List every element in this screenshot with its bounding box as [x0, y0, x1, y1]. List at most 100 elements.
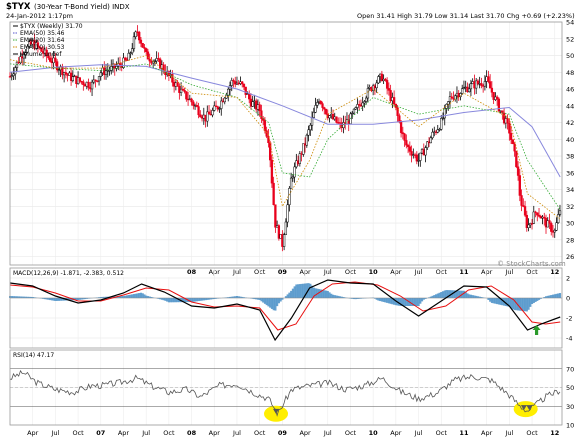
price-candle-body: [476, 80, 480, 84]
macd-histogram-bar: [54, 298, 57, 301]
price-candle-body: [274, 204, 277, 228]
rsi-x-tick-label: 08: [187, 429, 197, 437]
macd-histogram-bar: [145, 295, 148, 298]
macd-histogram-bar: [57, 298, 60, 301]
macd-histogram-bar: [118, 296, 122, 298]
macd-histogram-bar: [29, 296, 33, 298]
price-candle-body: [195, 105, 198, 107]
price-candle-body: [179, 88, 183, 93]
price-tick-label: 46: [566, 86, 574, 94]
price-tick-label: 34: [566, 186, 574, 194]
price-tick-label: 40: [566, 136, 574, 144]
price-candle-body: [272, 182, 275, 205]
macd-histogram-bar: [45, 298, 48, 300]
macd-histogram-bar: [359, 298, 363, 299]
price-candle-body: [192, 101, 195, 106]
macd-histogram-bar: [43, 298, 47, 300]
macd-histogram-bar: [237, 296, 240, 298]
macd-histogram-bar: [136, 293, 139, 298]
price-candle-body: [361, 102, 364, 107]
rsi-x-tick-label: 11: [459, 429, 469, 437]
macd-histogram-bar: [10, 296, 13, 298]
macd-histogram-bar: [546, 295, 549, 298]
macd-histogram-bar: [120, 296, 123, 298]
price-candle-body: [406, 144, 410, 148]
macd-histogram-bar: [26, 296, 29, 298]
macd-histogram-bar: [279, 298, 282, 302]
macd-histogram-bar: [291, 288, 294, 298]
price-candle-body: [483, 81, 487, 87]
macd-histogram-bar: [33, 297, 36, 298]
macd-histogram-bar: [445, 290, 448, 298]
price-candle-body: [399, 121, 403, 133]
macd-histogram-bar: [433, 295, 436, 298]
macd-histogram-bar: [132, 294, 136, 298]
macd-histogram-bar: [421, 298, 424, 302]
price-candle-body: [115, 66, 118, 69]
macd-histogram-bar: [436, 293, 439, 298]
macd-histogram-bar: [176, 298, 179, 303]
price-candle-body: [78, 77, 81, 82]
macd-histogram-bar: [305, 283, 308, 298]
macd-histogram-bar: [204, 298, 207, 301]
price-candle-body: [468, 88, 471, 93]
rsi-x-tick-label: Apr: [118, 429, 130, 437]
macd-histogram-bar: [459, 290, 462, 298]
macd-histogram-bar: [480, 297, 483, 298]
macd-histogram-bar: [99, 297, 102, 298]
price-candle-body: [99, 72, 102, 77]
macd-histogram-bar: [146, 296, 150, 298]
price-tick-label: 32: [566, 203, 574, 211]
macd-histogram-bar: [476, 296, 480, 298]
macd-histogram-bar: [358, 298, 361, 299]
macd-histogram-bar: [141, 293, 144, 298]
macd-histogram-bar: [286, 294, 289, 298]
price-candle-body: [532, 211, 535, 224]
macd-histogram-bar: [253, 298, 256, 300]
rsi-x-tick-label: Oct: [526, 429, 538, 437]
macd-histogram-bar: [59, 298, 62, 301]
price-candle-body: [543, 216, 546, 219]
macd-histogram-bar: [435, 294, 438, 298]
macd-histogram-bar: [269, 298, 272, 308]
price-candle-body: [426, 141, 429, 148]
price-candle-body: [487, 76, 490, 82]
macd-legend: MACD(12,26,9) -1.871, -2.383, 0.512: [13, 270, 124, 277]
price-frame: [9, 21, 563, 266]
macd-histogram-bar: [482, 297, 485, 298]
rsi-tick-label: 50: [566, 384, 574, 392]
macd-histogram-bar: [545, 296, 548, 298]
macd-histogram-bar: [520, 298, 523, 311]
macd-histogram-bar: [506, 298, 509, 307]
macd-histogram-bar: [122, 296, 125, 298]
macd-histogram-bar: [78, 298, 81, 300]
macd-histogram-bar: [24, 296, 27, 298]
macd-panel: 2 0 -2 -4 MACD(12,26,9) -1.871, -2.383, 0.51…: [9, 267, 572, 349]
macd-tick-label: -4: [566, 335, 572, 343]
price-candle-body: [436, 129, 439, 133]
macd-histogram-bar: [242, 297, 246, 298]
rsi-x-tick-label: Jul: [504, 429, 513, 437]
macd-histogram-bar: [206, 298, 209, 300]
macd-histogram-bar: [143, 294, 146, 298]
ema50-line: [9, 64, 561, 178]
price-candle-body: [408, 146, 411, 152]
macd-histogram-bar: [49, 298, 52, 301]
price-tick-label: 44: [566, 102, 574, 110]
rsi-x-tick-label: Apr: [299, 429, 311, 437]
price-candle-body: [241, 81, 244, 85]
rsi-x-tick-label: Apr: [481, 429, 493, 437]
price-candle-body: [527, 224, 530, 228]
macd-histogram-bar: [190, 298, 193, 302]
macd-histogram-bar: [199, 298, 202, 301]
price-candle-body: [10, 75, 13, 77]
price-candle-body: [282, 234, 286, 247]
macd-frame: [9, 267, 563, 349]
rsi-x-tick-label: Jul: [414, 429, 423, 437]
price-candle-body: [459, 93, 462, 98]
macd-histogram-bar: [152, 297, 155, 298]
price-candle-body: [155, 58, 158, 62]
macd-histogram-bar: [241, 296, 244, 298]
macd-histogram-bar: [319, 289, 322, 298]
